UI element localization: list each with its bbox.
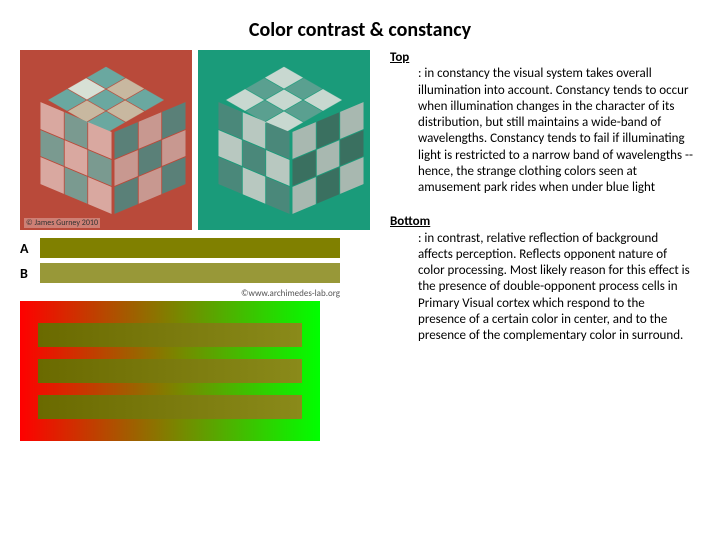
paragraph-top-body: : in constancy the visual system takes o… — [390, 66, 695, 196]
cube-a — [46, 86, 166, 206]
figures-column: © James Gurney 2010 A B ©www.archimedes-… — [10, 50, 380, 441]
paragraph-bottom-body: : in contrast, relative reflection of ba… — [390, 231, 695, 345]
ab-label-b: B — [20, 265, 40, 282]
cubes-row: © James Gurney 2010 — [10, 50, 380, 230]
gradient-stripe-2 — [38, 359, 302, 383]
cube-a-credit: © James Gurney 2010 — [24, 218, 100, 228]
ab-label-a: A — [20, 240, 40, 257]
ab-row-a: A — [20, 238, 380, 258]
content-area: © James Gurney 2010 A B ©www.archimedes-… — [0, 50, 720, 441]
ab-bar-a — [40, 238, 340, 258]
page-title: Color contrast & constancy — [0, 0, 720, 50]
gradient-stripe-1 — [38, 323, 302, 347]
gradient-panel — [20, 301, 320, 441]
paragraph-bottom-lead: Bottom — [390, 214, 430, 229]
ab-bar-b — [40, 263, 340, 283]
paragraph-bottom: Bottom : in contrast, relative reflection… — [390, 214, 695, 344]
cube-b — [224, 86, 344, 206]
paragraph-top-lead: Top — [390, 50, 409, 65]
paragraph-top: Top: in constancy the visual system take… — [390, 50, 695, 196]
cube-panel-left: © James Gurney 2010 — [20, 50, 192, 230]
ab-row-b: B — [20, 263, 380, 283]
gradient-stripe-3 — [38, 395, 302, 419]
ab-bars-block: A B ©www.archimedes-lab.org — [10, 238, 380, 299]
ab-credit: ©www.archimedes-lab.org — [20, 288, 380, 299]
cube-panel-right — [198, 50, 370, 230]
text-column: Top: in constancy the visual system take… — [380, 50, 710, 441]
